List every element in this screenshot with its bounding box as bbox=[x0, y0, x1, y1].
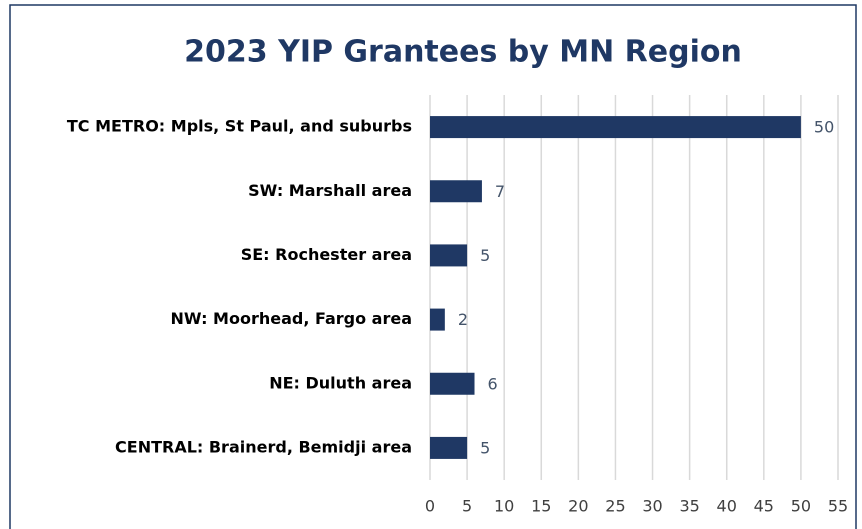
x-tick-label: 10 bbox=[494, 497, 514, 516]
y-tick-label: TC METRO: Mpls, St Paul, and suburbs bbox=[67, 117, 412, 136]
value-label: 50 bbox=[814, 118, 834, 137]
value-label: 2 bbox=[458, 310, 468, 329]
value-label: 5 bbox=[480, 438, 490, 457]
x-tick-label: 20 bbox=[568, 497, 588, 516]
value-label: 5 bbox=[480, 246, 490, 265]
bar bbox=[430, 180, 482, 203]
y-tick-label: SE: Rochester area bbox=[241, 245, 412, 264]
x-tick-label: 40 bbox=[717, 497, 737, 516]
bar bbox=[430, 372, 475, 395]
x-tick-label: 30 bbox=[642, 497, 662, 516]
y-tick-label: NW: Moorhead, Fargo area bbox=[171, 309, 412, 328]
bar bbox=[430, 116, 801, 139]
x-tick-label: 50 bbox=[791, 497, 811, 516]
value-label: 6 bbox=[488, 374, 498, 393]
x-tick-label: 25 bbox=[605, 497, 625, 516]
x-tick-label: 35 bbox=[679, 497, 699, 516]
x-tick-label: 0 bbox=[425, 497, 435, 516]
y-tick-label: SW: Marshall area bbox=[248, 181, 412, 200]
chart-title: 2023 YIP Grantees by MN Region bbox=[184, 35, 742, 70]
bar bbox=[430, 308, 445, 331]
x-tick-label: 15 bbox=[531, 497, 551, 516]
x-tick-label: 5 bbox=[462, 497, 472, 516]
y-tick-label: NE: Duluth area bbox=[269, 373, 412, 392]
bar bbox=[430, 244, 468, 267]
bar bbox=[430, 436, 468, 459]
value-label: 7 bbox=[495, 182, 505, 201]
x-tick-label: 45 bbox=[754, 497, 774, 516]
y-tick-label: CENTRAL: Brainerd, Bemidji area bbox=[115, 437, 412, 456]
x-tick-label: 55 bbox=[828, 497, 848, 516]
